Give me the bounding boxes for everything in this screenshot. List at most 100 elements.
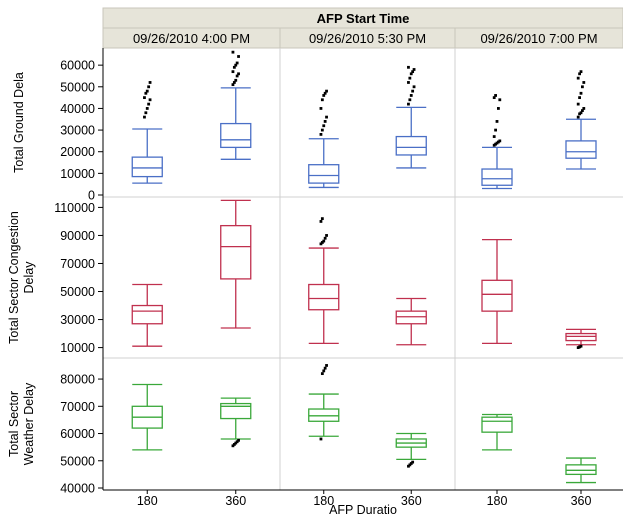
outlier-point [319,437,323,441]
outlier-point [319,242,323,246]
outlier-point [143,96,146,100]
box-iqr [395,135,427,156]
outlier-point [579,91,583,95]
outlier-point [237,72,240,76]
outlier-point [408,76,412,80]
box-iqr [481,416,513,433]
outlier-point [237,55,240,58]
outlier-point [319,107,323,110]
outlier-point [579,70,583,74]
x-tick-label: 180 [487,494,508,508]
y-tick-label: 90000 [60,229,95,243]
outlier-point [234,78,238,82]
outlier-point [579,344,583,348]
outlier-point [145,107,149,110]
y-tick-label: 70000 [60,257,95,271]
outlier-point [145,89,149,93]
y-tick-label: 20000 [60,145,95,159]
outlier-point [323,366,327,370]
outlier-point [498,98,502,102]
outlier-point [322,124,326,128]
outlier-point [231,83,235,87]
outlier-point [319,220,323,223]
outlier-point [323,91,327,95]
box-iqr [395,310,427,325]
y-tick-label: 40000 [60,482,95,496]
outlier-point [412,85,416,89]
outlier-point [582,81,586,84]
y-axis-title: Total Sector [7,391,21,457]
outlier-point [411,89,415,93]
y-tick-label: 110000 [54,201,95,215]
y-tick-label: 80000 [60,373,95,387]
outlier-point [235,74,239,78]
outlier-point [320,241,324,244]
outlier-point [408,98,412,102]
box-iqr [220,122,252,149]
outlier-point [234,63,238,67]
x-tick-label: 180 [313,494,334,508]
x-tick-label: 360 [225,494,246,508]
outlier-point [323,236,327,240]
outlier-point [582,107,586,110]
outlier-point [147,85,151,89]
outlier-point [495,120,499,123]
outlier-point [322,94,326,97]
outlier-point [320,128,324,132]
outlier-point [231,70,235,74]
box-iqr [308,408,340,422]
outlier-point [407,102,410,106]
x-tick-label: 360 [571,494,592,508]
box-iqr [565,332,597,342]
outlier-point [325,115,328,119]
box-iqr [308,164,340,184]
outlier-point [407,81,410,84]
outlier-point [492,143,496,147]
outlier-point [578,96,581,100]
outlier-point [325,364,328,367]
y-tick-label: 30000 [60,313,95,327]
outlier-point [407,464,410,468]
outlier-point [232,65,236,69]
outlier-point [325,89,328,93]
outlier-point [581,85,584,89]
y-tick-label: 30000 [60,124,95,138]
outlier-point [411,460,415,464]
outlier-point [231,50,235,54]
panel-header-label: 09/26/2010 5:30 PM [309,31,426,46]
box-iqr [220,402,252,420]
outlier-point [235,61,239,65]
outlier-point [494,128,497,132]
box-iqr [565,140,597,159]
y-tick-label: 50000 [60,285,95,299]
outlier-point [409,72,413,76]
box-iqr [481,279,513,312]
y-tick-label: 10000 [60,167,95,181]
box-iqr [131,156,163,178]
outlier-point [322,239,326,243]
y-axis-title: Weather Delay [22,382,36,465]
x-tick-label: 180 [137,494,158,508]
y-tick-label: 60000 [60,59,95,73]
box-iqr [565,464,597,476]
box-iqr [220,224,252,280]
outlier-point [578,72,581,76]
outlier-point [576,76,580,80]
outlier-point [320,217,324,221]
y-axis-title: Delay [22,261,36,294]
outlier-point [576,102,580,106]
outlier-point [576,115,580,119]
outlier-point [498,139,502,143]
outlier-point [143,115,146,119]
outlier-point [148,81,152,84]
outlier-point [319,133,323,136]
outlier-point [325,234,328,237]
outlier-point [144,91,148,95]
outlier-point [492,96,496,100]
chart-title: AFP Start Time [317,11,410,26]
outlier-point [497,107,500,110]
panel-header-label: 09/26/2010 4:00 PM [133,31,250,46]
outlier-point [237,438,240,442]
outlier-point [232,81,236,84]
